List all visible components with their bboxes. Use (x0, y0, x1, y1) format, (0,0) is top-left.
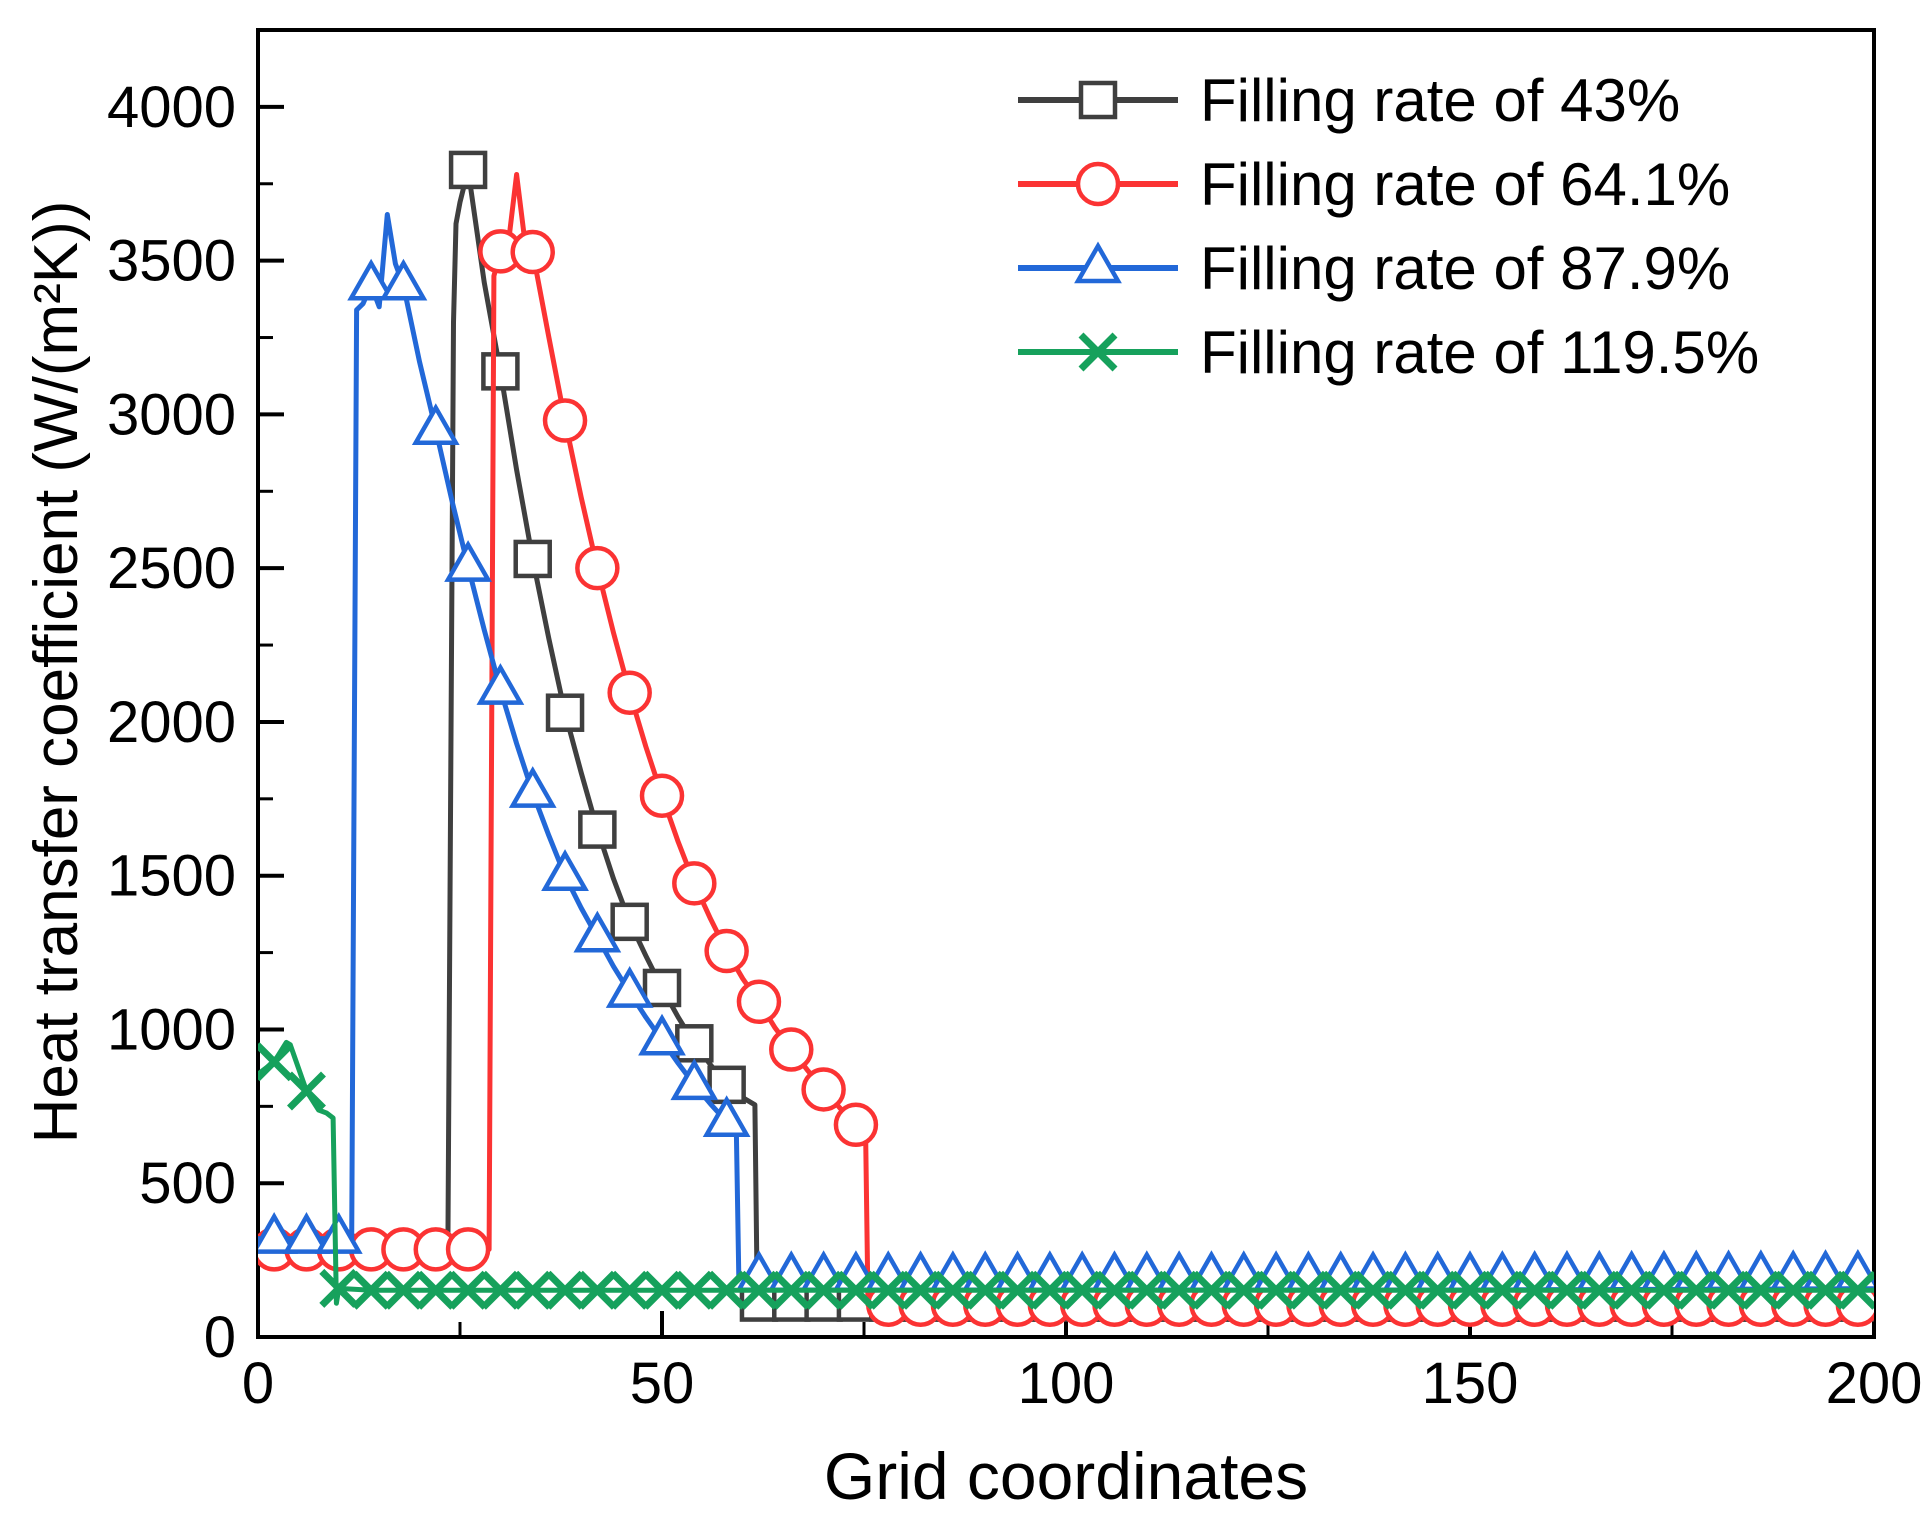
y-tick-label: 3000 (107, 382, 236, 447)
x-tick-label: 200 (1826, 1351, 1923, 1416)
legend-item-87-9: Filling rate of 87.9% (1012, 226, 1759, 310)
legend-label: Filling rate of 43% (1200, 66, 1681, 134)
legend-item-119-5: Filling rate of 119.5% (1012, 310, 1759, 394)
y-tick-label: 4000 (107, 75, 236, 140)
y-tick-label: 500 (139, 1151, 236, 1216)
y-tick-label: 1000 (107, 997, 236, 1062)
series-markers-2 (258, 258, 1874, 1292)
y-tick-label: 1500 (107, 844, 236, 909)
series-markers-1 (258, 229, 1874, 1327)
series-markers-3 (258, 1042, 1874, 1310)
legend-label: Filling rate of 87.9% (1200, 234, 1731, 302)
legend-label: Filling rate of 119.5% (1200, 318, 1760, 386)
legend-symbol-triangle-icon (1018, 241, 1178, 284)
legend-item-43: Filling rate of 43% (1012, 58, 1759, 142)
series-3 (258, 1039, 1874, 1310)
x-axis-title: Grid coordinates (823, 1439, 1309, 1513)
legend-symbol-square-icon (1018, 80, 1178, 120)
series-group (258, 150, 1874, 1327)
legend-symbol-x-icon (1018, 332, 1178, 372)
legend-item-64-1: Filling rate of 64.1% (1012, 142, 1759, 226)
x-tick-label: 150 (1422, 1351, 1519, 1416)
y-axis-title: Heat transfer coefficient (W/(m²K)) (22, 200, 91, 1144)
legend: Filling rate of 43% Filling rate of 64.1… (1012, 58, 1759, 394)
x-tick-label: 50 (630, 1351, 695, 1416)
series-1 (258, 172, 1874, 1327)
legend-label: Filling rate of 64.1% (1200, 150, 1731, 218)
x-tick-label: 0 (242, 1351, 274, 1416)
series-line-0 (258, 167, 1874, 1306)
y-tick-label: 2500 (107, 536, 236, 601)
y-tick-label: 3500 (107, 229, 236, 294)
series-line-3 (258, 1039, 1874, 1306)
y-tick-label: 0 (204, 1305, 236, 1370)
y-tick-label: 2000 (107, 690, 236, 755)
legend-symbol-circle-icon (1018, 161, 1178, 207)
x-tick-label: 100 (1018, 1351, 1115, 1416)
axes: 0 50 100 150 2000500100015002000250030003500… (107, 75, 1922, 1416)
